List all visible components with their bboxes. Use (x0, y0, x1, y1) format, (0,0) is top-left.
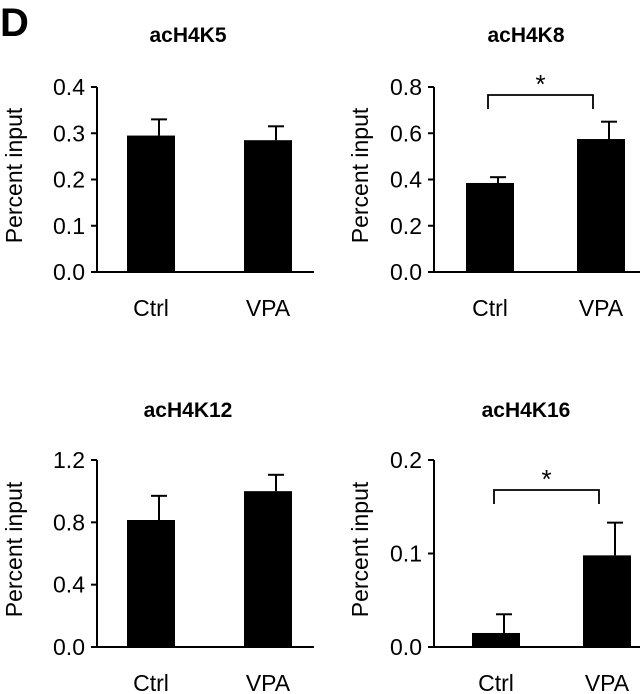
bar-ctrl (127, 519, 175, 647)
y-tick-label: 0.0 (390, 259, 422, 285)
bar-ctrl (466, 182, 514, 272)
y-tick-label: 0.3 (53, 120, 85, 146)
y-tick-label: 0.0 (390, 634, 422, 660)
category-label: VPA (246, 295, 291, 321)
y-axis-label: Percent input (1, 107, 27, 243)
bar-ctrl (127, 135, 175, 272)
bar-vpa (577, 139, 625, 272)
category-label: VPA (246, 670, 291, 694)
significance-star: * (535, 69, 545, 99)
significance-bracket (493, 489, 600, 504)
bar-vpa (583, 555, 631, 647)
category-label: Ctrl (133, 670, 169, 694)
y-axis-label: Percent input (347, 481, 373, 617)
significance-bracket (487, 94, 594, 109)
chart-title: acH4K5 (149, 24, 226, 47)
y-tick-label: 0.2 (390, 213, 422, 239)
bar-ctrl (472, 632, 520, 647)
significance-star: * (541, 464, 551, 494)
bar-vpa (244, 491, 292, 647)
panel-label: D (0, 1, 29, 45)
y-tick-label: 0.4 (390, 167, 422, 193)
category-label: VPA (585, 670, 630, 694)
y-tick-label: 0.2 (390, 447, 422, 473)
y-tick-label: 0.1 (53, 213, 85, 239)
y-tick-label: 0.1 (390, 541, 422, 567)
charts-container: acH4K5 Percent input 0.0 0.1 0.2 0.3 0.4 Ctrl VP… (1, 24, 640, 694)
y-tick-label: 0.8 (390, 74, 422, 100)
chart-title: acH4K8 (487, 24, 564, 47)
bar-vpa (244, 140, 292, 272)
chart-title: acH4K16 (482, 399, 571, 422)
y-tick-label: 0.0 (53, 259, 85, 285)
y-tick-label: 0.8 (53, 509, 85, 535)
y-tick-label: 0.4 (53, 572, 85, 598)
y-tick-label: 0.6 (390, 120, 422, 146)
chart-3: acH4K16 Percent input 0.0 0.1 0.2 Ctrl VPA * (347, 399, 640, 694)
chart-0: acH4K5 Percent input 0.0 0.1 0.2 0.3 0.4 Ctrl VP… (1, 24, 314, 321)
category-label: Ctrl (472, 295, 508, 321)
category-label: Ctrl (133, 295, 169, 321)
y-axis-label: Percent input (347, 107, 373, 243)
category-label: VPA (579, 295, 624, 321)
category-label: Ctrl (478, 670, 514, 694)
chart-1: acH4K8 Percent input 0.0 0.2 0.4 0.6 0.8 Ctrl VP… (347, 24, 640, 321)
chart-title: acH4K12 (144, 399, 233, 422)
y-tick-label: 0.4 (53, 74, 85, 100)
y-tick-label: 0.2 (53, 167, 85, 193)
y-tick-label: 0.0 (53, 634, 85, 660)
chart-2: acH4K12 Percent input 0.0 0.4 0.8 1.2 Ctrl VPA (1, 399, 314, 694)
y-tick-label: 1.2 (53, 447, 85, 473)
y-axis-label: Percent input (1, 481, 27, 617)
